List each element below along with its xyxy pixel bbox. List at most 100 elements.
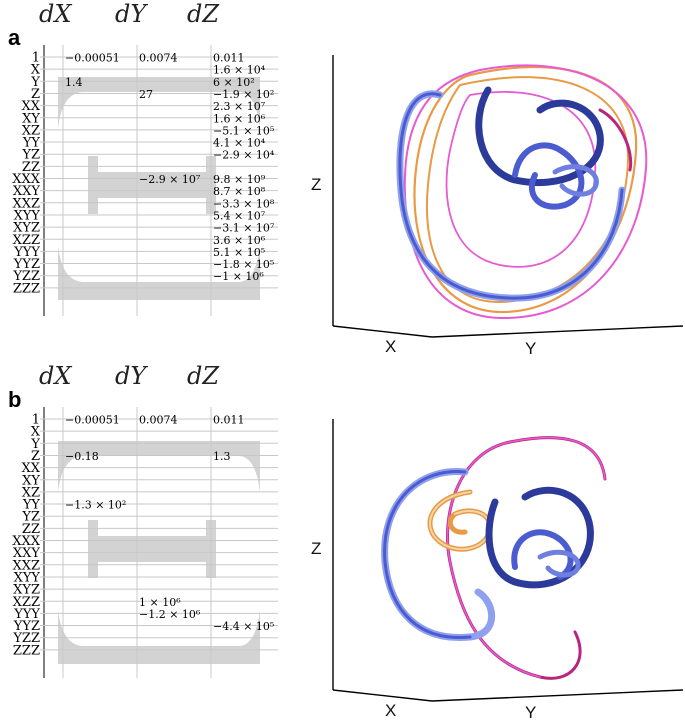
panel-b-figure: b dX dY dZ 1XYZXXXYXZYYYZZZXXXXXYXXZXYYX… bbox=[8, 362, 684, 722]
coefficient-cell: −1.8 × 10⁵ bbox=[213, 258, 274, 271]
panel-label: a bbox=[8, 25, 21, 50]
panel-a: a dX dY dZ 1 X Y Z XX XY XZ YY YZ ZZ XXX XXY XXZ XYY X… bbox=[8, 0, 684, 358]
table-grid bbox=[40, 45, 278, 316]
band-middle bbox=[88, 156, 216, 214]
coefficient-cell: 0.011 bbox=[213, 414, 245, 427]
coefficient-cell: 4.1 × 10⁴ bbox=[213, 137, 266, 150]
column-header-dy: dY bbox=[115, 0, 148, 28]
coefficient-bands bbox=[58, 77, 260, 300]
coefficient-cell: −1 × 10⁶ bbox=[213, 270, 264, 283]
band-top bbox=[58, 441, 260, 492]
row-label: XZ bbox=[22, 123, 40, 138]
row-label: XXZ bbox=[12, 558, 40, 573]
coefficient-cell: −1.9 × 10² bbox=[213, 88, 274, 101]
axis-label-y: Y bbox=[525, 339, 536, 358]
row-label: XXX bbox=[12, 172, 41, 187]
coefficient-cell: 9.8 × 10⁹ bbox=[213, 173, 266, 186]
coefficient-cell: 1.3 bbox=[213, 450, 231, 463]
coefficient-cell: 1.6 × 10⁶ bbox=[213, 112, 266, 125]
row-label: YZ bbox=[21, 510, 40, 525]
attractor-trajectories bbox=[396, 64, 648, 320]
coefficient-cell: 0.0074 bbox=[139, 52, 178, 65]
row-label: Y bbox=[30, 437, 40, 452]
row-label: ZZ bbox=[22, 160, 40, 175]
coefficient-cell: −0.00051 bbox=[65, 414, 120, 427]
coefficient-cell: 3.6 × 10⁶ bbox=[213, 234, 266, 247]
coefficient-bands bbox=[58, 441, 260, 664]
row-label: ZZZ bbox=[13, 643, 40, 658]
axis-label-x: X bbox=[385, 337, 396, 356]
coefficient-cell: 0.0074 bbox=[139, 414, 178, 427]
row-label: XXY bbox=[13, 546, 41, 561]
row-label: 1 bbox=[32, 51, 40, 66]
row-label: XYY bbox=[14, 570, 41, 585]
plot-3d-axes bbox=[332, 55, 684, 338]
band-bottom bbox=[58, 610, 260, 664]
plot-3d-axes bbox=[332, 419, 684, 702]
row-label: XYZ bbox=[13, 221, 40, 236]
row-label: XY bbox=[22, 111, 40, 126]
row-label: YYZ bbox=[13, 619, 40, 634]
coefficient-cell: −4.4 × 10⁵ bbox=[213, 620, 274, 633]
axis-label-y: Y bbox=[525, 703, 536, 722]
panel-label: b bbox=[8, 387, 21, 412]
column-headers: dX dY dZ bbox=[39, 362, 220, 390]
row-label: XXZ bbox=[12, 196, 40, 211]
row-label: ZZ bbox=[22, 522, 40, 537]
row-label: YY bbox=[22, 498, 41, 513]
row-label: XYZ bbox=[13, 583, 40, 598]
coefficient-cell: 1 × 10⁶ bbox=[139, 596, 181, 609]
coefficient-cell: 1.6 × 10⁴ bbox=[213, 64, 266, 77]
row-label: YYZ bbox=[13, 257, 40, 272]
panel-a-figure: a dX dY dZ 1XYZXXXYXZYYYZZZXXXXXYXXZXYYX… bbox=[8, 0, 684, 358]
table-grid bbox=[40, 407, 278, 678]
coefficient-cell: 2.3 × 10⁷ bbox=[213, 100, 266, 113]
plot-3d: Z X Y bbox=[311, 55, 684, 358]
row-label: 1 bbox=[32, 413, 40, 428]
row-label: YZZ bbox=[12, 269, 40, 284]
row-label: Y bbox=[30, 75, 40, 90]
row-label: YZZ bbox=[12, 631, 40, 646]
row-label: XXX bbox=[12, 534, 41, 549]
coefficient-cell: −1.3 × 10² bbox=[65, 499, 126, 512]
plot-3d: Z X Y bbox=[311, 419, 684, 722]
coefficient-cell: −0.00051 bbox=[65, 52, 120, 65]
row-labels: 1XYZXXXYXZYYYZZZXXXXXYXXZXYYXYZXZZYYYYYZ… bbox=[12, 51, 41, 297]
axis-label-x: X bbox=[385, 701, 396, 720]
row-label: YYY bbox=[13, 607, 40, 622]
row-label: YYY bbox=[13, 245, 40, 260]
band-middle bbox=[88, 520, 216, 578]
coefficient-cell: 0.011 bbox=[213, 52, 245, 65]
coefficient-cell: −0.18 bbox=[65, 450, 99, 463]
coefficient-cell: −5.1 × 10⁵ bbox=[213, 124, 274, 137]
row-label: X bbox=[31, 425, 41, 440]
column-header-dz: dZ bbox=[187, 0, 220, 28]
row-label: Z bbox=[31, 87, 40, 102]
attractor-trajectories bbox=[381, 436, 607, 680]
band-bottom bbox=[58, 246, 260, 300]
row-label: XX bbox=[21, 99, 40, 114]
row-label: XZZ bbox=[13, 233, 40, 248]
coefficient-cell: −1.2 × 10⁶ bbox=[139, 608, 201, 621]
column-header-dy: dY bbox=[115, 362, 148, 390]
panel-b: b dX dY dZ 1 X Y Z XX XY XZ YY YZ ZZ XXX XXY XXZ XYY X… bbox=[0, 362, 685, 724]
column-header-dx: dX bbox=[39, 362, 72, 390]
coefficient-cell: −3.3 × 10⁸ bbox=[213, 197, 275, 210]
column-header-dx: dX bbox=[39, 0, 72, 28]
coefficient-cell: 1.4 bbox=[65, 76, 83, 89]
row-label: X bbox=[31, 63, 41, 78]
axis-label-z: Z bbox=[311, 539, 321, 558]
row-label: YY bbox=[22, 136, 41, 151]
row-label: XX bbox=[21, 461, 40, 476]
coefficient-cell: 5.1 × 10⁵ bbox=[213, 246, 265, 259]
axis-label-z: Z bbox=[311, 175, 321, 194]
row-label: XZ bbox=[22, 485, 40, 500]
row-label: XYY bbox=[14, 208, 41, 223]
row-label: XZZ bbox=[13, 595, 40, 610]
band-top bbox=[58, 77, 260, 128]
row-label: XXY bbox=[13, 184, 41, 199]
row-label: ZZZ bbox=[13, 281, 40, 296]
column-header-dz: dZ bbox=[187, 362, 220, 390]
coefficient-cell: 27 bbox=[139, 88, 153, 101]
